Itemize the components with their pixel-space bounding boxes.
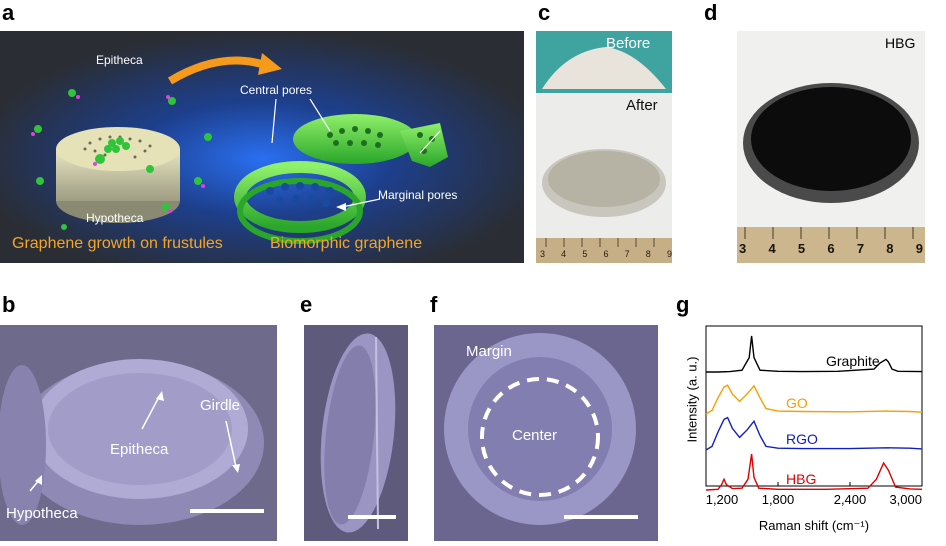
- panel-g-raman-chart: 1,200 1,800 2,400 3,000 Graphite GO RGO HBG In…: [676, 320, 946, 541]
- ruler-d-6: 6: [827, 241, 835, 256]
- series-line-hbg: [705, 453, 923, 491]
- ruler-d-7: 7: [856, 241, 865, 256]
- ruler-c-7: 7: [624, 249, 630, 259]
- panel-letter-c: c: [538, 0, 551, 25]
- x-tick-label: 2,400: [834, 492, 867, 507]
- panel-letter-f: f: [430, 292, 438, 317]
- panel-a-schematic: Epitheca Central pores Marginal pores Hy…: [0, 31, 524, 263]
- panel-b-sem: Epitheca Girdle Hypotheca: [0, 325, 277, 541]
- x-tick-label: 1,200: [706, 492, 739, 507]
- label-before: Before: [606, 35, 651, 52]
- caption-graphene-growth: Graphene growth on frustules: [12, 235, 223, 252]
- ruler-c-6: 6: [603, 249, 609, 259]
- panel-letter-g: g: [676, 292, 690, 317]
- series-line-graphite: [706, 335, 923, 373]
- ruler-c-8: 8: [645, 249, 651, 259]
- series-label-go: GO: [786, 395, 808, 411]
- series-line-rgo: [705, 416, 923, 451]
- panel-letter-d: d: [704, 0, 718, 25]
- label-girdle: Girdle: [200, 397, 241, 414]
- sem-image-b: [0, 325, 277, 541]
- ruler-d-3: 3: [739, 241, 747, 256]
- label-central-pores: Central pores: [240, 83, 313, 97]
- x-tick-label: 1,800: [762, 492, 795, 507]
- scale-bar-b: [190, 509, 264, 513]
- sem-image-f: [434, 325, 658, 541]
- ruler-d-8: 8: [886, 241, 894, 256]
- panel-c-photo: Before After 3 4 5 6 7 8 9: [536, 31, 672, 263]
- label-hypotheca-b: Hypotheca: [6, 505, 78, 522]
- x-tick-label: 3,000: [889, 492, 922, 507]
- y-axis-label: Intensity (a. u.): [684, 356, 700, 443]
- ruler-d-5: 5: [797, 241, 806, 256]
- caption-biomorphic-graphene: Biomorphic graphene: [270, 235, 423, 252]
- panel-e-sem: [304, 325, 408, 541]
- ruler-d: 3 4 5 6 7 8 9: [739, 241, 923, 256]
- ruler-c-4: 4: [561, 249, 567, 259]
- label-epitheca-a: Epitheca: [96, 53, 143, 67]
- ruler-d-9: 9: [915, 241, 923, 256]
- panel-letter-b: b: [2, 292, 16, 317]
- label-after: After: [626, 97, 658, 114]
- label-center: Center: [512, 427, 558, 444]
- frustule-schematic: [0, 31, 524, 263]
- series-label-hbg: HBG: [786, 471, 816, 487]
- label-marginal-pores: Marginal pores: [378, 188, 458, 202]
- powder-photo: [536, 31, 672, 263]
- sem-image-e: [304, 325, 408, 541]
- panel-f-sem: Margin Center: [434, 325, 658, 541]
- plot-frame: [705, 325, 923, 487]
- panel-letter-a: a: [2, 0, 15, 25]
- label-hbg-d: HBG: [885, 35, 916, 51]
- ruler-c: 3 4 5 6 7 8 9: [540, 249, 672, 259]
- ruler-c-3: 3: [540, 249, 546, 259]
- ruler-c-9: 9: [666, 249, 672, 259]
- series-line-go: [705, 384, 923, 415]
- ruler-d-4: 4: [768, 241, 776, 256]
- label-margin: Margin: [466, 343, 512, 360]
- panel-letter-e: e: [300, 292, 313, 317]
- scale-bar-e: [348, 515, 396, 519]
- hbg-photo: [737, 31, 925, 263]
- label-epitheca-b: Epitheca: [110, 441, 169, 458]
- x-axis-label: Raman shift (cm⁻¹): [758, 518, 870, 533]
- ruler-c-5: 5: [582, 249, 588, 259]
- series-label-graphite: Graphite: [826, 353, 880, 369]
- series-label-rgo: RGO: [786, 431, 818, 447]
- label-hypotheca-a: Hypotheca: [86, 211, 144, 225]
- panel-d-photo: HBG 3 4 5 6 7 8 9: [737, 31, 925, 263]
- raman-chart: 1,200 1,800 2,400 3,000 Graphite GO RGO HBG: [705, 325, 923, 507]
- scale-bar-f: [564, 515, 638, 519]
